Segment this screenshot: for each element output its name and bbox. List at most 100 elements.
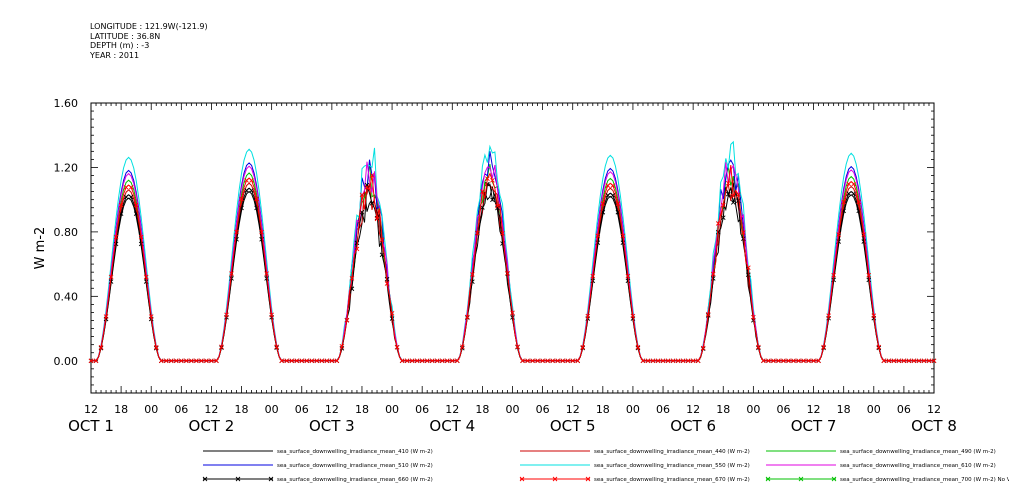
series-marker (379, 237, 385, 243)
x-tick-label: 12 (686, 403, 700, 416)
series-marker (128, 194, 134, 200)
series-marker (680, 358, 686, 364)
series-line (91, 140, 934, 362)
x-tick-label: 00 (385, 403, 399, 416)
series-marker (470, 272, 475, 277)
series-marker (530, 358, 535, 364)
x-tick-label: 18 (596, 403, 610, 416)
series-marker (229, 271, 234, 276)
series-marker (761, 358, 766, 364)
series-marker (234, 229, 239, 235)
legend-label: sea_surface_downwelling_irradiance_mean_… (840, 477, 1009, 483)
series-marker (821, 344, 826, 350)
series-marker (108, 274, 114, 280)
series-marker (194, 358, 199, 364)
series-marker (143, 279, 149, 284)
series-marker (249, 188, 254, 193)
series-marker (590, 278, 596, 284)
x-day-label: OCT 7 (791, 417, 837, 435)
series-marker (645, 358, 651, 364)
y-tick-label: 1.20 (54, 161, 79, 174)
series-marker (259, 229, 264, 235)
series-marker (655, 358, 661, 364)
series-marker (214, 358, 219, 364)
series-marker (851, 191, 857, 197)
x-day-label: OCT 6 (670, 417, 716, 435)
series-marker (715, 229, 721, 235)
series-marker (886, 358, 892, 364)
series-marker (715, 221, 721, 226)
series-marker (756, 344, 761, 350)
series-marker (841, 199, 846, 205)
legend-label: sea_surface_downwelling_irradiance_mean_… (840, 463, 996, 469)
series-marker (274, 344, 279, 350)
depth-text: DEPTH (m) : -3 (90, 41, 150, 50)
series-marker (640, 358, 646, 364)
series-marker (219, 344, 224, 350)
legend-label: sea_surface_downwelling_irradiance_mean_… (840, 449, 996, 455)
legend-marker (798, 476, 804, 482)
legend-marker (268, 476, 274, 482)
series-marker (670, 358, 676, 364)
series-marker (379, 252, 385, 258)
longitude-text: LONGITUDE : 121.9W(-121.9) (90, 22, 208, 31)
series-marker (444, 358, 450, 364)
series-marker (374, 216, 380, 222)
series-marker (254, 196, 259, 202)
series-marker (746, 272, 751, 278)
series-marker (163, 358, 169, 364)
series-marker (816, 358, 821, 364)
series-marker (419, 358, 425, 364)
series-marker (876, 344, 882, 350)
series-marker (565, 358, 571, 364)
series-marker (741, 230, 746, 235)
series-marker (480, 189, 485, 194)
series-marker (725, 191, 731, 197)
series-marker (901, 358, 907, 364)
series-marker (705, 311, 711, 317)
series-marker (239, 196, 244, 202)
legend-label: sea_surface_downwelling_irradiance_mean_… (594, 463, 750, 469)
series-marker (510, 310, 515, 316)
series-marker (600, 201, 606, 206)
legend-marker (585, 476, 591, 482)
series-line (91, 176, 934, 362)
series-marker (846, 191, 852, 197)
series-marker (289, 358, 295, 364)
series-marker (570, 358, 576, 364)
series-marker (269, 312, 274, 318)
series-marker (515, 344, 520, 350)
series-marker (475, 230, 480, 236)
series-marker (409, 358, 415, 364)
series-marker (249, 178, 254, 183)
series-marker (906, 358, 912, 364)
series-marker (861, 232, 867, 237)
series-marker (495, 203, 500, 209)
series-marker (329, 358, 335, 364)
series-marker (264, 271, 269, 276)
series-marker (665, 358, 671, 364)
series-marker (389, 316, 395, 321)
x-tick-label: 12 (204, 403, 218, 416)
series-marker (279, 358, 284, 364)
series-marker (229, 276, 234, 281)
series-marker (836, 232, 841, 237)
series-marker (896, 358, 902, 364)
series-marker (284, 358, 290, 364)
series-marker (123, 194, 129, 200)
series-marker (926, 358, 932, 364)
series-marker (118, 202, 124, 208)
series-marker (264, 276, 269, 281)
series-marker (545, 358, 550, 364)
series-marker (304, 358, 310, 364)
series-marker (615, 201, 621, 206)
series-marker (695, 358, 701, 364)
x-day-label: OCT 5 (550, 417, 596, 435)
series-marker (730, 193, 736, 199)
series-marker (791, 358, 796, 364)
series-marker (720, 202, 726, 208)
series-marker (505, 270, 510, 276)
series-marker (465, 314, 470, 320)
series-marker (605, 183, 611, 188)
series-marker (404, 358, 410, 364)
